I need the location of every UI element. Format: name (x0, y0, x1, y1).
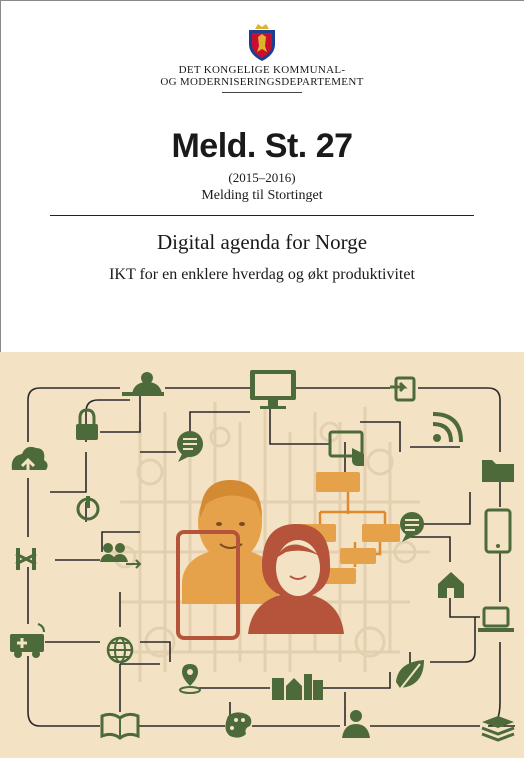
ministry-underline (222, 92, 302, 93)
leaf-icon (396, 660, 424, 693)
monitor-icon (250, 370, 296, 409)
coat-of-arms-icon (249, 24, 275, 61)
woman-body (248, 592, 344, 634)
phone-outline (176, 530, 240, 640)
city-icon (272, 674, 323, 700)
chat-bubble-icon (177, 431, 203, 462)
people-illustration (176, 480, 344, 640)
globe-icon (106, 636, 134, 664)
power-icon (76, 496, 100, 521)
network-lines (27, 387, 515, 727)
house-icon (438, 572, 464, 598)
ministry-line-1: DET KONGELIGE KOMMUNAL- (178, 64, 346, 76)
woman-face (276, 540, 320, 596)
title-divider (50, 215, 474, 216)
report-number: Meld. St. 27 (171, 127, 353, 165)
tablet-icon (484, 508, 512, 554)
ambulance-icon (10, 623, 45, 658)
person-icon (342, 710, 370, 738)
group-icon (100, 543, 142, 569)
book-icon (100, 712, 140, 740)
cover-illustration (0, 352, 524, 758)
user-desk-icon (122, 372, 164, 396)
page-border-top (0, 0, 524, 1)
ministry-line-2: OG MODERNISERINGSDEPARTEMENT (160, 76, 364, 88)
document-title: Digital agenda for Norge (156, 230, 368, 254)
stack-icon (481, 716, 515, 742)
ministry-name: DET KONGELIGE KOMMUNAL- OG MODERNISERING… (0, 64, 524, 88)
laptop-icon (478, 606, 514, 632)
touch-screen-icon (328, 430, 364, 466)
document-subtitle: IKT for en enklere hverdag og økt produk… (109, 266, 415, 283)
sign-in-icon (390, 376, 416, 402)
report-years: (2015–2016) (228, 170, 296, 185)
man-body (182, 548, 278, 604)
lock-icon (76, 408, 98, 440)
location-icon (179, 664, 201, 694)
cloud-upload-icon (11, 446, 48, 478)
rss-icon (432, 412, 463, 443)
speech-bubble-icon (400, 512, 424, 542)
man-head (198, 482, 262, 562)
palette-icon (225, 712, 252, 738)
flowchart-icon (298, 472, 400, 584)
fence-icon (15, 548, 37, 570)
folder-icon (482, 460, 514, 482)
report-type: Melding til Stortinget (201, 188, 323, 203)
